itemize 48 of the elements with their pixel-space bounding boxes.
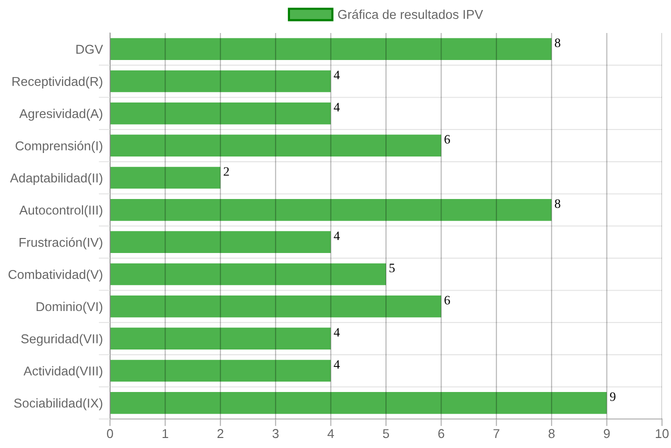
- y-tick-label: Autocontrol(III): [19, 205, 102, 218]
- data-label: 4: [334, 70, 340, 80]
- bar: [110, 38, 552, 60]
- y-tick-label: Actividad(VIII): [24, 366, 102, 378]
- x-tick-label: 4: [328, 429, 334, 438]
- y-tick-label: DGV: [76, 44, 103, 54]
- bar: [110, 70, 331, 92]
- data-label: 4: [334, 328, 340, 337]
- bar: [110, 360, 331, 382]
- x-tick-label: 10: [656, 429, 669, 438]
- legend-label: Gráfica de resultados IPV: [338, 9, 484, 19]
- x-tick-label: 5: [382, 429, 390, 438]
- data-label: 4: [334, 102, 340, 112]
- data-label: 5: [390, 264, 395, 272]
- data-label: 4: [334, 232, 340, 240]
- data-label: 4: [334, 360, 340, 369]
- data-label: 2: [224, 167, 229, 176]
- data-label: 8: [554, 38, 560, 48]
- data-label: 8: [554, 199, 560, 208]
- x-tick-label: 3: [272, 429, 279, 438]
- y-tick-label: Combatividad(V): [8, 270, 102, 282]
- y-tick-label: Adaptabilidad(II): [10, 173, 102, 186]
- bar: [110, 263, 386, 286]
- data-label: 6: [444, 135, 450, 144]
- y-tick-label: Sociabilidad(IX): [14, 398, 102, 410]
- y-tick-label: Seguridad(VII): [21, 334, 102, 346]
- y-tick-label: Dominio(VI): [36, 302, 102, 314]
- bar: [110, 231, 331, 254]
- x-tick-label: 2: [217, 429, 224, 438]
- bar: [110, 295, 442, 318]
- x-tick-label: 8: [548, 429, 555, 438]
- y-tick-label: Receptividad(R): [12, 76, 102, 89]
- data-label: 9: [610, 392, 616, 401]
- x-tick-label: 6: [438, 429, 444, 438]
- y-tick-label: Comprensión(I): [16, 140, 102, 153]
- bar: [110, 392, 607, 414]
- x-tick-label: 0: [106, 429, 114, 438]
- y-tick-label: Agresividad(A): [19, 108, 102, 121]
- bar: [110, 166, 220, 189]
- bar: [110, 102, 331, 124]
- x-tick-label: 1: [162, 429, 168, 438]
- bar: [110, 198, 552, 221]
- x-tick-label: 7: [494, 429, 500, 438]
- bar: [110, 328, 331, 350]
- bar: [110, 134, 442, 157]
- x-tick-label: 9: [604, 429, 610, 438]
- y-tick-label: Frustración(IV): [20, 237, 102, 250]
- data-label: 6: [444, 296, 450, 304]
